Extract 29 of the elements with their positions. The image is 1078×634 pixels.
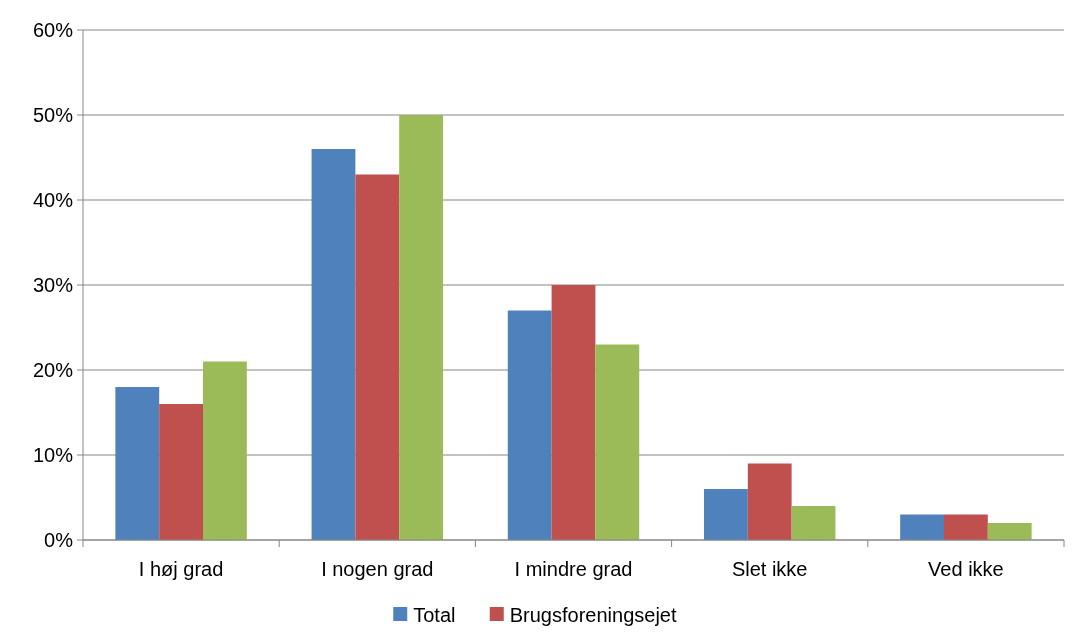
- bar: [159, 404, 204, 540]
- y-tick-label: 60%: [32, 19, 74, 41]
- y-tick-label: 30%: [32, 274, 74, 296]
- bar: [900, 514, 944, 540]
- bar: [115, 387, 160, 540]
- legend-label: Brugsforeningsejet: [509, 604, 677, 626]
- y-tick-label: 50%: [32, 104, 74, 126]
- bar: [987, 523, 1032, 540]
- bar: [355, 174, 400, 540]
- x-tick-label: Slet ikke: [731, 558, 808, 580]
- bar: [595, 344, 640, 540]
- bar: [507, 310, 552, 540]
- x-tick-label: I nogen grad: [321, 558, 434, 580]
- bar: [551, 285, 596, 540]
- bar: [203, 361, 247, 540]
- x-tick-label: Ved ikke: [928, 558, 1004, 580]
- bar: [311, 149, 356, 540]
- y-tick-label: 20%: [32, 359, 74, 381]
- bar: [399, 115, 444, 540]
- x-tick-label: I høj grad: [138, 558, 224, 580]
- y-tick-label: 0%: [44, 529, 74, 551]
- bar: [703, 489, 748, 540]
- bar: [791, 506, 836, 540]
- x-tick-label: I mindre grad: [514, 558, 633, 580]
- y-tick-label: 40%: [32, 189, 74, 211]
- bar: [943, 514, 988, 540]
- legend-label: Total: [413, 604, 456, 626]
- y-tick-label: 10%: [32, 444, 74, 466]
- bar: [747, 463, 792, 540]
